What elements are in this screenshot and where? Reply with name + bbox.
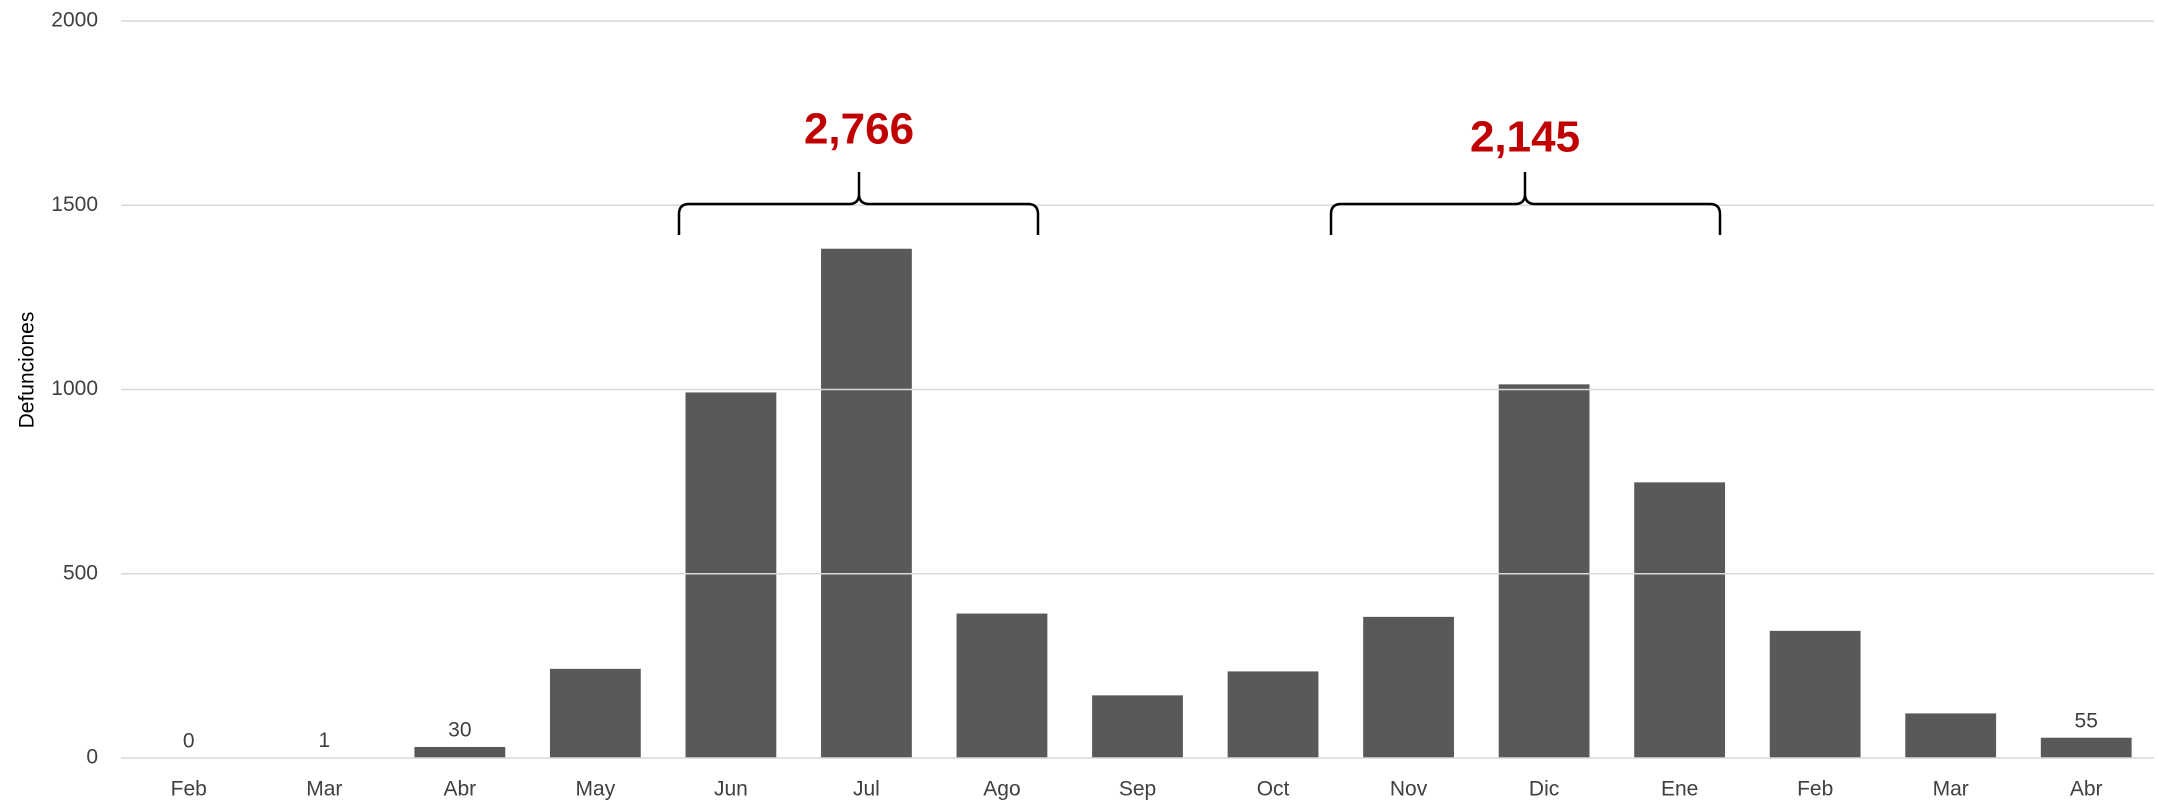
x-tick-label: Dic: [1529, 778, 1559, 801]
data-label: 30: [448, 718, 471, 741]
bar: [1227, 671, 1319, 758]
bar: [1092, 695, 1183, 758]
annotation: 2,145: [1470, 113, 1580, 162]
bar: [414, 746, 506, 758]
bar: [1905, 713, 1997, 758]
x-tick-label: Abr: [443, 778, 476, 801]
x-tick-label: Jul: [853, 778, 880, 801]
x-tick-label: Feb: [171, 778, 207, 801]
x-tick-label: Mar: [1933, 778, 1969, 801]
x-tick-label: Ago: [983, 778, 1020, 801]
bar: [1634, 482, 1726, 758]
bar: [685, 392, 777, 758]
y-tick-label: 2000: [51, 9, 98, 32]
bar: [956, 613, 1048, 758]
x-tick-label: Mar: [306, 778, 342, 801]
bar: [2040, 737, 2132, 758]
x-tick-label: Sep: [1119, 778, 1156, 801]
x-tick-label: Ene: [1661, 778, 1698, 801]
brace: [677, 172, 1040, 235]
x-tick-label: Oct: [1257, 778, 1290, 801]
y-tick-label: 500: [63, 561, 98, 584]
x-tick-label: May: [576, 778, 616, 801]
brace: [1329, 172, 1722, 235]
x-tick-label: Nov: [1390, 778, 1428, 801]
y-axis-label: Defunciones: [16, 312, 39, 429]
y-tick-label: 0: [86, 746, 98, 769]
data-label: 0: [183, 730, 195, 753]
bar: [821, 248, 912, 758]
y-tick-label: 1500: [51, 193, 98, 216]
bar: [1363, 616, 1454, 758]
data-label: 1: [318, 729, 330, 752]
bar: [1769, 630, 1861, 758]
annotation: 2,766: [804, 105, 914, 154]
data-label: 55: [2075, 709, 2098, 732]
x-tick-label: Feb: [1797, 778, 1833, 801]
y-tick-label: 1000: [51, 377, 98, 400]
bar: [549, 668, 641, 758]
x-tick-label: Abr: [2070, 778, 2103, 801]
bar: [1498, 384, 1590, 758]
x-tick-label: Jun: [714, 778, 748, 801]
